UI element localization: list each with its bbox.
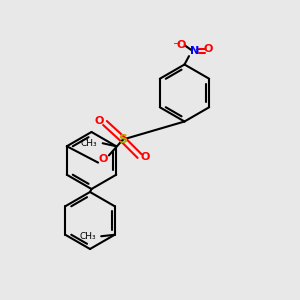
Text: S: S <box>118 133 127 146</box>
Text: O: O <box>177 40 186 50</box>
Text: O: O <box>99 154 108 164</box>
Text: −: − <box>173 38 181 49</box>
Text: +: + <box>194 46 200 52</box>
Text: N: N <box>190 46 200 56</box>
Text: O: O <box>95 116 104 127</box>
Text: CH₃: CH₃ <box>79 232 96 241</box>
Text: CH₃: CH₃ <box>81 139 97 148</box>
Text: O: O <box>204 44 213 55</box>
Text: O: O <box>140 152 150 163</box>
